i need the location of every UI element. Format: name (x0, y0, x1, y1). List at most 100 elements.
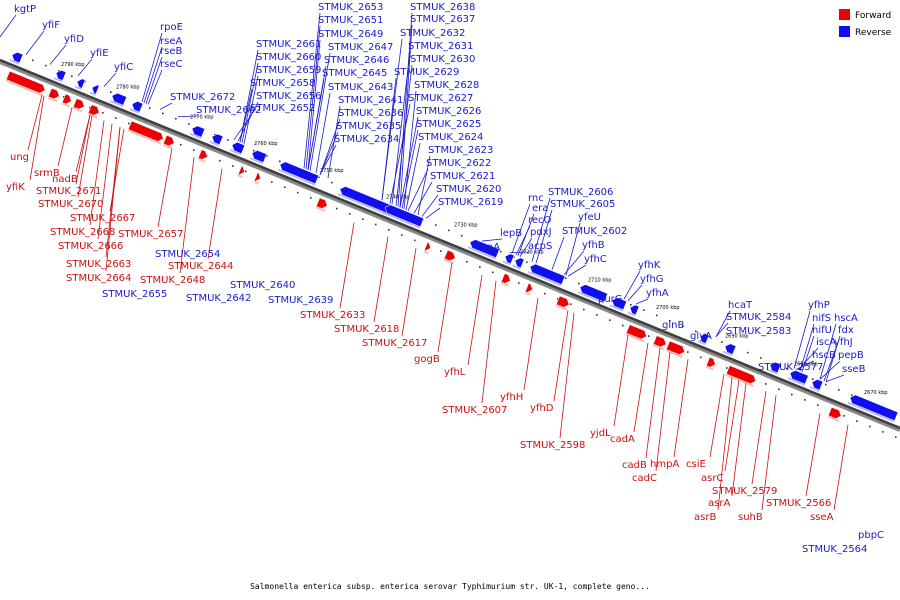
reverse-label: STMUK_2621 (430, 171, 495, 182)
reverse-gene (847, 394, 899, 423)
scale-dot (630, 304, 632, 306)
scale-dot (778, 388, 780, 391)
forward-label: yjdL (590, 428, 611, 439)
reverse-leader-line (511, 203, 531, 254)
scale-dot (578, 282, 580, 285)
reverse-label: STMUK_2623 (428, 145, 493, 156)
reverse-leader-line (825, 374, 845, 383)
backbone-line (0, 58, 900, 430)
reverse-gene (502, 253, 515, 266)
reverse-leader-line (715, 322, 729, 338)
forward-gene (61, 93, 72, 108)
reverse-label: STMUK_2642 (186, 293, 251, 304)
scale-dot (812, 378, 814, 381)
forward-label: STMUK_2579 (712, 486, 777, 497)
forward-label: STMUK_2657 (118, 229, 183, 240)
forward-label: cadB (622, 460, 647, 471)
reverse-leader-line (407, 168, 429, 211)
forward-label: ung (10, 152, 29, 163)
forward-leader-line (105, 127, 121, 272)
scale-dot (500, 250, 502, 253)
forward-gene (625, 324, 647, 343)
reverse-leader-line (627, 284, 643, 302)
forward-gene (197, 149, 208, 163)
forward-label: STMUK_2644 (168, 261, 233, 272)
reverse-leader-line (237, 101, 259, 142)
legend-reverse-label: Reverse (855, 28, 892, 38)
reverse-label: STMUK_2672 (170, 92, 235, 103)
scale-dot (817, 404, 819, 407)
reverse-label: STMUK_2620 (436, 184, 501, 195)
scale-dot (544, 292, 546, 295)
scale-dot (557, 298, 559, 300)
reverse-leader-line (77, 58, 93, 77)
reverse-leader-line (233, 113, 253, 140)
scale-dot (760, 357, 762, 359)
scale-dot (89, 106, 91, 109)
scale-dot (71, 75, 73, 78)
reverse-label: yfhK (638, 260, 661, 271)
tick-label: 2790 kbp (61, 62, 85, 68)
gene-features (5, 51, 899, 423)
tick-label: 2750 kbp (320, 168, 344, 174)
forward-leader-line (77, 115, 93, 198)
scale-dot (643, 309, 645, 311)
forward-label: STMUK_2668 (50, 227, 115, 238)
reverse-gene (89, 84, 100, 96)
scale-dot (245, 170, 247, 173)
reverse-gene (209, 133, 224, 147)
reverse-leader-line (417, 155, 431, 215)
reverse-label: STMUK_2655 (102, 289, 167, 300)
reverse-leader-line (307, 39, 321, 170)
forward-label: STMUK_2607 (442, 405, 507, 416)
reverse-label: STMUK_2659 (256, 65, 321, 76)
reverse-gene (337, 186, 394, 217)
reverse-label: STMUK_2619 (438, 197, 503, 208)
forward-leader-line (75, 114, 91, 185)
reverse-leader-line (319, 144, 337, 176)
forward-leader-line (207, 168, 223, 260)
reverse-gene (53, 69, 67, 83)
scale-dot (110, 91, 112, 93)
reverse-leader-line (401, 129, 419, 209)
reverse-label: STMUK_2624 (418, 132, 483, 143)
forward-leader-line (179, 157, 195, 274)
reverse-label: nifS (812, 313, 831, 324)
forward-gene (555, 295, 570, 311)
reverse-leader-line (303, 12, 321, 169)
reverse-leader-line (531, 197, 551, 262)
forward-gene (47, 87, 60, 103)
reverse-label: STMUK_2658 (250, 78, 315, 89)
reverse-label: yfiE (90, 48, 109, 59)
reverse-label: STMUK_2634 (334, 134, 399, 145)
reverse-label: STMUK_2636 (338, 108, 403, 119)
reverse-label: yfiC (114, 62, 133, 73)
scale-dot (227, 139, 229, 141)
reverse-gene (109, 92, 127, 108)
forward-leader-line (29, 95, 45, 181)
reverse-leader-line (425, 207, 441, 219)
reverse-label: STMUK_2643 (328, 82, 393, 93)
reverse-leader-line (535, 209, 553, 264)
forward-label: suhB (738, 512, 763, 523)
forward-leader-line (717, 377, 733, 511)
reverse-label: STMUK_2583 (726, 326, 791, 337)
reverse-label: lepA (478, 242, 500, 253)
forward-gene (827, 406, 842, 422)
reverse-leader-line (315, 92, 331, 174)
forward-leader-line (805, 413, 821, 497)
reverse-label: rpoE (160, 22, 183, 33)
reverse-label: purG (598, 294, 623, 305)
reverse-label: STMUK_2639 (268, 295, 333, 306)
forward-label: asrA (708, 498, 730, 509)
reverse-label: STMUK_2584 (726, 312, 791, 323)
map-caption: Salmonella enterica subsp. enterica sero… (250, 582, 650, 591)
forward-leader-line (613, 334, 629, 427)
reverse-gene (277, 161, 320, 186)
reverse-leader-line (103, 72, 117, 87)
forward-label: STMUK_2633 (300, 310, 365, 321)
forward-label: STMUK_2617 (362, 338, 427, 349)
reverse-label: STMUK_2638 (410, 2, 475, 13)
scale-dot (414, 239, 416, 242)
